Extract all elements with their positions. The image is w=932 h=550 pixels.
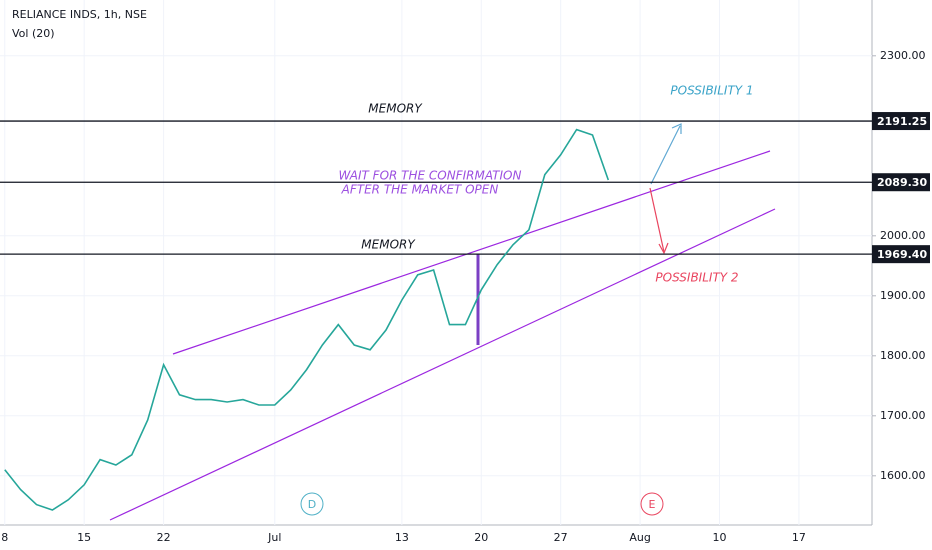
y-tick-label: 1700.00 [880, 409, 926, 422]
price-label-box [872, 112, 930, 131]
x-tick-label: 20 [474, 531, 488, 544]
channel-top [172, 150, 771, 355]
price-label: 1969.40 [877, 248, 927, 261]
y-tick-label: 1900.00 [880, 289, 926, 302]
x-tick-label: 27 [554, 531, 568, 544]
price-label-box [872, 173, 930, 192]
annotation: AFTER THE MARKET OPEN [341, 183, 499, 197]
arrow-down-head [658, 242, 669, 255]
price-label: 2089.30 [877, 176, 927, 189]
annotation: MEMORY [361, 238, 416, 252]
dividend-label[interactable]: D [308, 498, 316, 511]
earnings-marker[interactable] [640, 492, 664, 516]
earnings-label[interactable]: E [649, 498, 656, 511]
annotation: WAIT FOR THE CONFIRMATION [339, 169, 522, 183]
price-label-box [872, 245, 930, 264]
arrow-down [649, 187, 665, 253]
x-tick-label: Jul [267, 531, 281, 544]
y-tick-label: 1800.00 [880, 349, 926, 362]
x-tick-label: 8 [1, 531, 8, 544]
annotation: MEMORY [368, 102, 423, 116]
arrow-up-head [671, 123, 682, 134]
x-tick-label: 22 [157, 531, 171, 544]
price-label: 2191.25 [877, 115, 927, 128]
x-tick-label: 10 [713, 531, 727, 544]
y-tick-label: 2300.00 [880, 49, 926, 62]
channel-bottom [109, 208, 776, 521]
x-tick-label: 15 [77, 531, 91, 544]
arrow-up [650, 125, 681, 185]
x-tick-label: Aug [629, 531, 650, 544]
x-tick-label: 13 [395, 531, 409, 544]
y-tick-label: 2000.00 [880, 229, 926, 242]
dividend-marker[interactable] [300, 492, 324, 516]
price-line-series [4, 128, 610, 511]
annotation: POSSIBILITY 2 [655, 271, 738, 285]
volume-label: Vol (20) [12, 27, 55, 40]
x-tick-label: 17 [792, 531, 806, 544]
y-tick-label: 1600.00 [880, 469, 926, 482]
symbol-title: RELIANCE INDS, 1h, NSE [12, 8, 147, 21]
annotation: POSSIBILITY 1 [670, 84, 753, 98]
